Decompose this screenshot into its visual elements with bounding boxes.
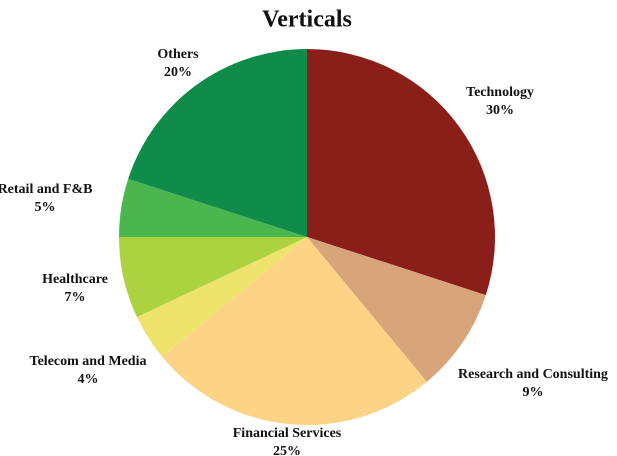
slice-value-label: 30% bbox=[486, 103, 514, 118]
slice-label: Retail and F&B bbox=[0, 182, 92, 197]
slice-label: Telecom and Media bbox=[30, 354, 147, 369]
pie-slice bbox=[162, 237, 427, 425]
slice-value-label: 9% bbox=[523, 385, 544, 400]
slice-label: Research and Consulting bbox=[458, 367, 608, 382]
slice-value-label: 20% bbox=[164, 65, 192, 80]
pie-slice bbox=[119, 178, 307, 237]
slice-value-label: 4% bbox=[78, 372, 99, 387]
slice-label: Others bbox=[157, 47, 199, 62]
pie-slice bbox=[128, 49, 307, 237]
slice-label: Financial Services bbox=[233, 426, 342, 441]
chart-title: Verticals bbox=[262, 7, 352, 33]
slice-label: Healthcare bbox=[42, 272, 108, 287]
slice-value-label: 5% bbox=[35, 200, 56, 215]
pie-slice bbox=[119, 237, 307, 318]
slice-value-label: 7% bbox=[65, 290, 86, 305]
slice-label: Technology bbox=[466, 85, 534, 100]
slice-value-label: 25% bbox=[273, 444, 301, 456]
pie-slice bbox=[307, 49, 495, 296]
pie-slice bbox=[136, 237, 307, 357]
pie-slice bbox=[307, 237, 486, 382]
